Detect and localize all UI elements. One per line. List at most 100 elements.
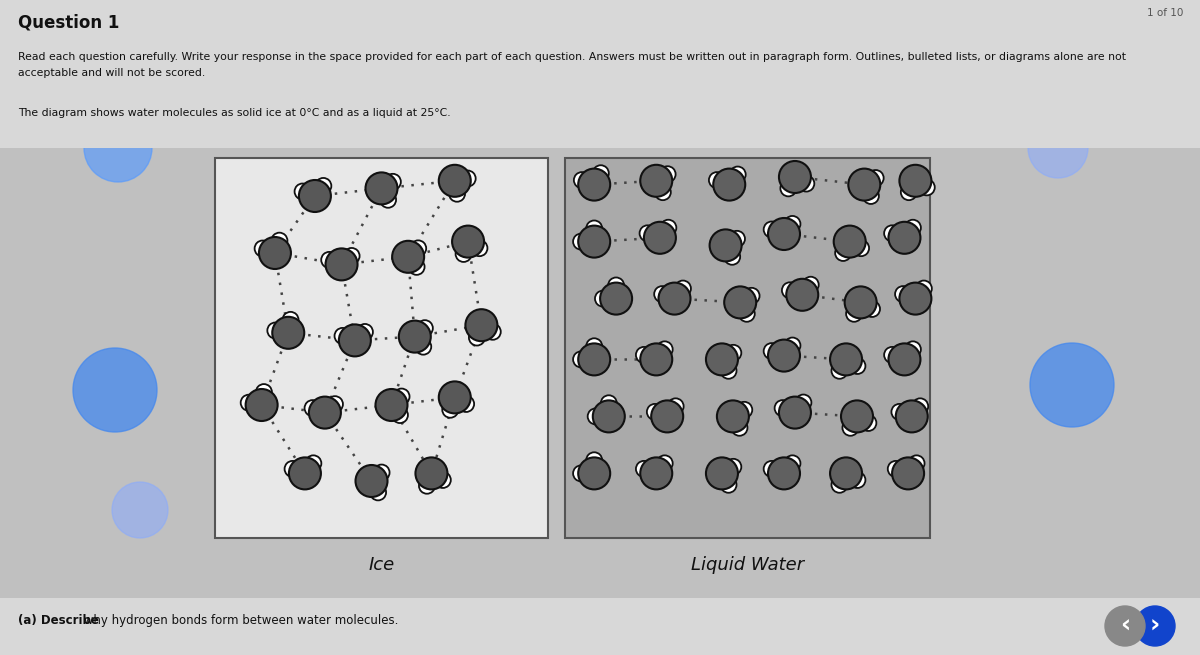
Circle shape [241, 395, 257, 411]
Circle shape [900, 165, 931, 196]
Circle shape [466, 309, 498, 341]
Circle shape [832, 477, 847, 493]
Circle shape [370, 484, 386, 500]
Circle shape [830, 457, 862, 489]
Circle shape [763, 221, 780, 238]
Circle shape [449, 186, 466, 202]
Circle shape [284, 461, 300, 477]
Circle shape [271, 233, 288, 249]
Circle shape [272, 317, 305, 349]
Circle shape [803, 277, 818, 293]
Circle shape [326, 396, 343, 412]
Circle shape [335, 328, 350, 344]
Circle shape [905, 219, 920, 236]
Circle shape [850, 472, 865, 488]
Circle shape [574, 466, 589, 481]
Circle shape [392, 241, 424, 272]
Bar [0, 0, 1200, 148]
Circle shape [456, 246, 472, 262]
Circle shape [728, 231, 745, 247]
Circle shape [895, 286, 911, 302]
Circle shape [763, 461, 780, 477]
Circle shape [739, 306, 755, 322]
Circle shape [901, 184, 917, 200]
Circle shape [366, 172, 397, 204]
Circle shape [574, 234, 589, 250]
Circle shape [636, 347, 652, 363]
Text: Read each question carefully. Write your response in the space provided for each: Read each question carefully. Write your… [18, 52, 1126, 62]
Circle shape [1135, 606, 1175, 646]
Circle shape [905, 341, 920, 358]
Circle shape [779, 396, 811, 428]
Circle shape [656, 455, 673, 472]
Circle shape [656, 341, 673, 358]
Circle shape [587, 221, 602, 236]
Circle shape [394, 388, 409, 405]
Text: acceptable and will not be scored.: acceptable and will not be scored. [18, 68, 205, 78]
Circle shape [636, 461, 652, 477]
Circle shape [732, 420, 748, 436]
Circle shape [282, 312, 299, 328]
Circle shape [600, 282, 632, 314]
Circle shape [588, 409, 604, 424]
Circle shape [892, 457, 924, 489]
Circle shape [601, 395, 617, 411]
Circle shape [373, 464, 390, 481]
Circle shape [1028, 118, 1088, 178]
Circle shape [578, 168, 611, 200]
Circle shape [338, 324, 371, 356]
Circle shape [768, 457, 800, 489]
Circle shape [356, 324, 373, 340]
Circle shape [706, 457, 738, 489]
Circle shape [796, 394, 811, 411]
Circle shape [385, 174, 401, 190]
Circle shape [1030, 343, 1114, 427]
Circle shape [578, 457, 611, 489]
Circle shape [308, 396, 341, 428]
Circle shape [415, 339, 431, 354]
Circle shape [655, 184, 671, 200]
Circle shape [853, 240, 869, 256]
Circle shape [268, 322, 283, 339]
Circle shape [725, 286, 756, 318]
Circle shape [644, 222, 676, 253]
Circle shape [469, 329, 485, 346]
Circle shape [355, 465, 388, 497]
Circle shape [322, 252, 337, 268]
Circle shape [842, 420, 858, 436]
Circle shape [458, 396, 474, 412]
Circle shape [841, 400, 874, 432]
Circle shape [112, 482, 168, 538]
Text: Liquid Water: Liquid Water [691, 556, 804, 574]
Circle shape [780, 180, 797, 196]
Circle shape [439, 165, 470, 196]
Circle shape [408, 259, 425, 275]
Circle shape [660, 219, 677, 236]
Circle shape [578, 343, 611, 375]
Circle shape [305, 400, 320, 416]
Circle shape [888, 461, 904, 477]
Circle shape [850, 358, 865, 374]
Circle shape [888, 222, 920, 253]
Circle shape [316, 178, 331, 194]
Circle shape [641, 165, 672, 196]
Text: The diagram shows water molecules as solid ice at 0°C and as a liquid at 25°C.: The diagram shows water molecules as sol… [18, 108, 451, 118]
Circle shape [725, 345, 742, 361]
Circle shape [289, 457, 320, 489]
Circle shape [434, 472, 451, 488]
Circle shape [775, 400, 791, 416]
Circle shape [376, 389, 408, 421]
Circle shape [299, 180, 331, 212]
Bar [215, 158, 548, 538]
Circle shape [1105, 606, 1145, 646]
Circle shape [674, 280, 691, 297]
Circle shape [593, 400, 625, 432]
Bar [565, 158, 930, 538]
Circle shape [640, 225, 655, 241]
Circle shape [574, 351, 589, 367]
Circle shape [763, 343, 780, 359]
Circle shape [863, 188, 878, 204]
Circle shape [595, 291, 611, 307]
Circle shape [256, 384, 272, 400]
Circle shape [779, 161, 811, 193]
